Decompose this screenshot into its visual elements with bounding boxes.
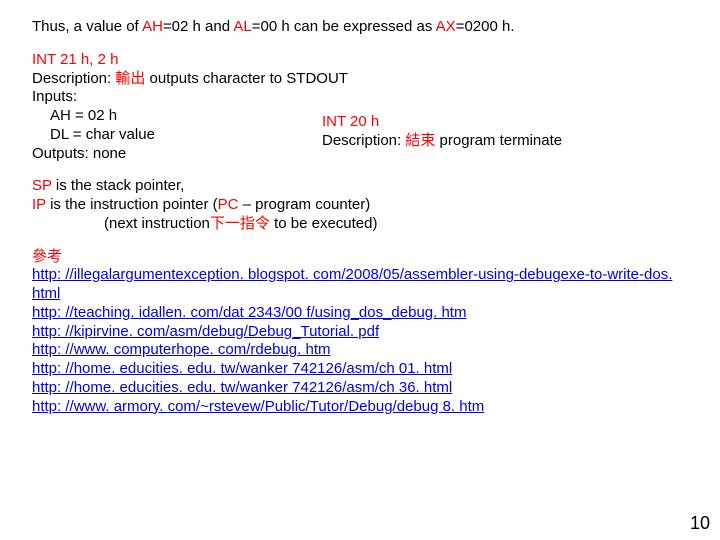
intro-prefix: Thus, a value of: [32, 18, 142, 35]
intro-eq1: =02 h and: [163, 18, 234, 35]
ref-link-5[interactable]: http: //home. educities. edu. tw/wanker …: [32, 360, 688, 379]
al-register: AL: [233, 18, 251, 35]
pointers-paragraph: SP is the stack pointer, IP is the instr…: [32, 177, 688, 233]
refs-label: 參考: [32, 248, 688, 267]
ip-label: IP: [32, 196, 46, 213]
pc-label: PC: [218, 196, 239, 213]
next2: to be executed): [270, 215, 378, 232]
int21-desc-label: Description:: [32, 70, 115, 87]
sp-label: SP: [32, 177, 52, 194]
int20-block: INT 20 h Description: 結束 program termina…: [322, 113, 562, 151]
ah-register: AH: [142, 18, 163, 35]
ax-register: AX: [436, 18, 456, 35]
ref-link-3[interactable]: http: //kipirvine. com/asm/debug/Debug_T…: [32, 323, 688, 342]
sp-line: SP is the stack pointer,: [32, 177, 688, 196]
sp-text: is the stack pointer,: [52, 177, 185, 194]
int21-title: INT 21 h, 2 h: [32, 51, 688, 70]
int21-desc-cjk: 輸出: [115, 70, 145, 87]
ip-line: IP is the instruction pointer (PC – prog…: [32, 196, 688, 215]
next-cjk: 下一指令: [210, 215, 270, 232]
next1: (next instruction: [104, 215, 210, 232]
ref-link-7[interactable]: http: //www. armory. com/~rstevew/Public…: [32, 398, 688, 417]
int20-title: INT 20 h: [322, 113, 562, 132]
ip-text: is the instruction pointer (: [46, 196, 218, 213]
int21-desc-text: outputs character to STDOUT: [145, 70, 348, 87]
ref-link-6[interactable]: http: //home. educities. edu. tw/wanker …: [32, 379, 688, 398]
pc-text: – program counter): [239, 196, 371, 213]
int20-desc-cjk: 結束: [405, 132, 435, 149]
references-block: 參考 http: //illegalargumentexception. blo…: [32, 248, 688, 417]
int20-desc: Description: 結束 program terminate: [322, 132, 562, 151]
int21-desc: Description: 輸出 outputs character to STD…: [32, 70, 688, 89]
next-instruction-line: (next instruction下一指令 to be executed): [32, 215, 688, 234]
ref-link-4[interactable]: http: //www. computerhope. com/rdebug. h…: [32, 341, 688, 360]
int20-desc-text: program terminate: [435, 132, 562, 149]
ref-link-2[interactable]: http: //teaching. idallen. com/dat 2343/…: [32, 304, 688, 323]
intro-eq3: =0200 h.: [456, 18, 515, 35]
intro-paragraph: Thus, a value of AH=02 h and AL=00 h can…: [32, 18, 688, 37]
int-definitions: INT 21 h, 2 h Description: 輸出 outputs ch…: [32, 51, 688, 164]
intro-eq2: =00 h can be expressed as: [252, 18, 436, 35]
page-number: 10: [690, 513, 710, 534]
int20-desc-label: Description:: [322, 132, 405, 149]
int21-inputs-label: Inputs:: [32, 88, 688, 107]
ref-link-1[interactable]: http: //illegalargumentexception. blogsp…: [32, 266, 688, 304]
